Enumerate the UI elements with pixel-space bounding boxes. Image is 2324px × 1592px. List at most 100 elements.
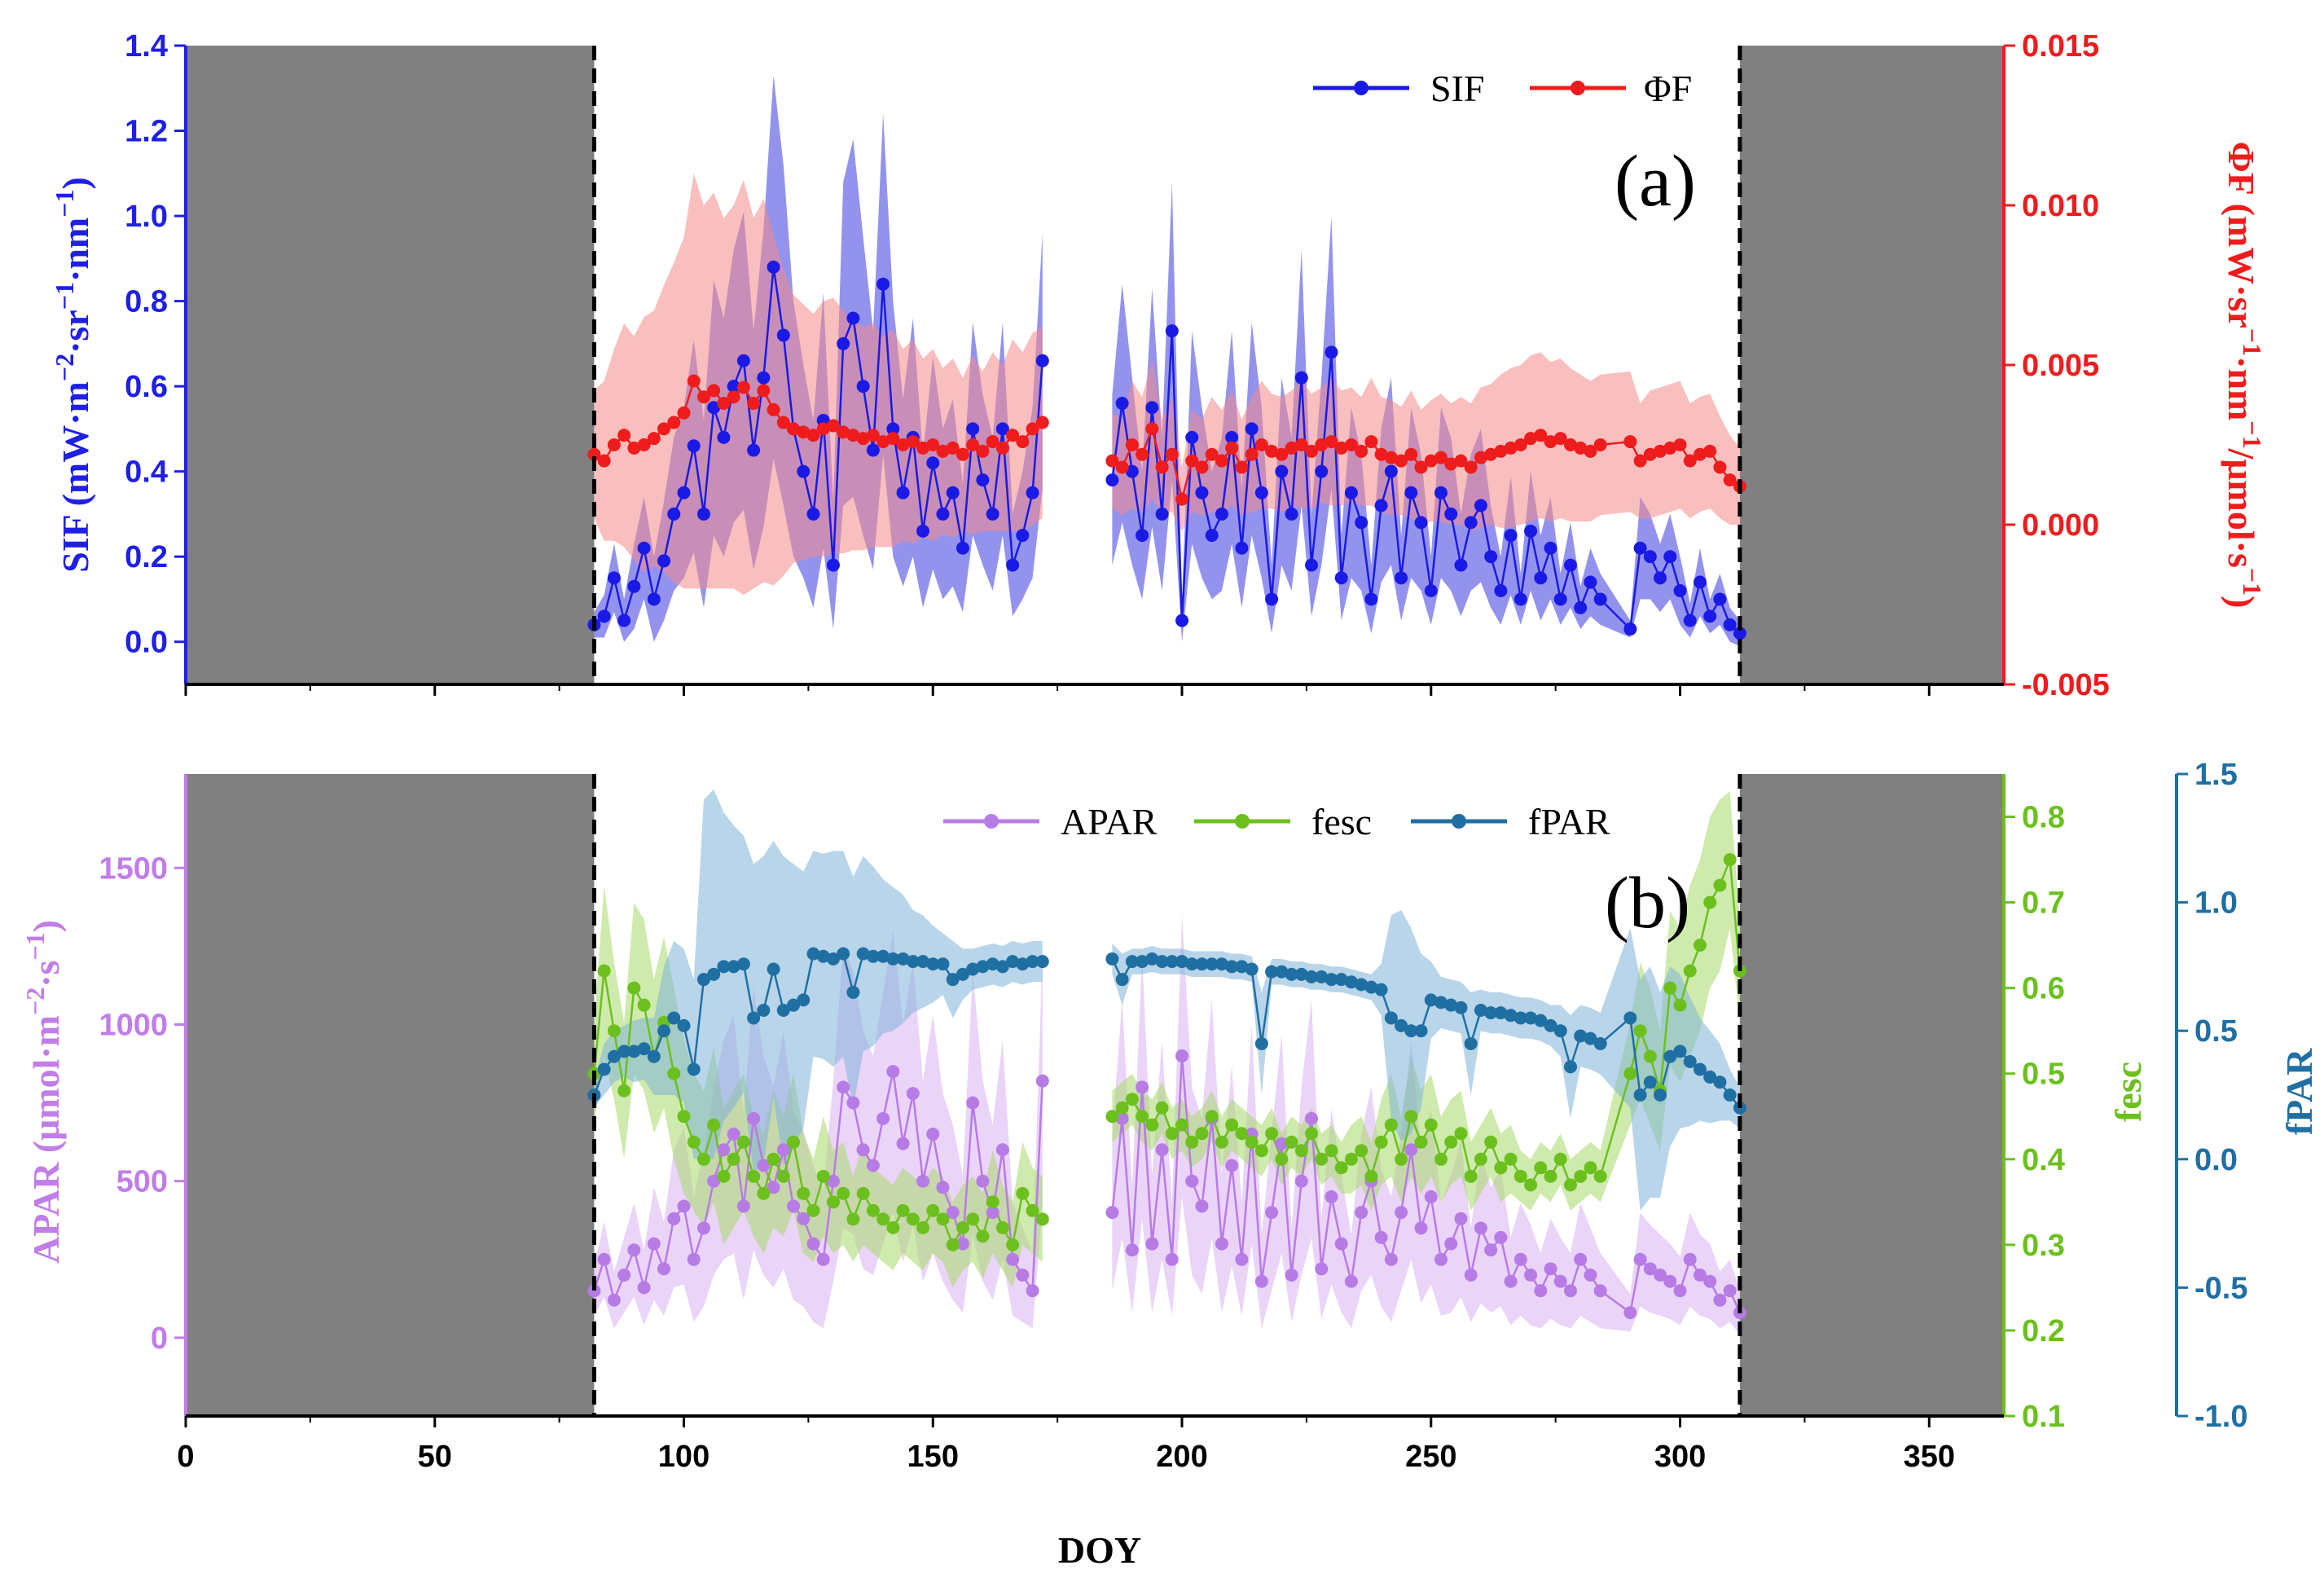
point-ΦF xyxy=(1294,438,1308,451)
point-APAR xyxy=(1254,1274,1268,1288)
point-ΦF xyxy=(657,422,671,436)
point-fesc xyxy=(1384,1118,1398,1132)
y-tick-label: 0.4 xyxy=(2022,1143,2065,1177)
point-fesc xyxy=(727,1152,740,1166)
point-fPAR xyxy=(1544,1018,1557,1032)
point-fPAR xyxy=(1484,1006,1498,1020)
panel-b-legend: APAR fesc fPAR xyxy=(943,801,1610,842)
point-fesc xyxy=(1713,878,1727,892)
point-SIF xyxy=(767,260,780,274)
point-SIF xyxy=(1225,430,1239,444)
panel-a-shaded-region-left xyxy=(186,46,595,684)
point-fesc xyxy=(627,981,641,995)
point-fesc xyxy=(1265,1127,1279,1141)
point-ΦF xyxy=(837,425,850,439)
point-fesc xyxy=(776,1169,790,1183)
point-SIF xyxy=(747,443,761,457)
point-SIF xyxy=(886,422,900,436)
point-APAR xyxy=(1285,1269,1298,1282)
point-fPAR xyxy=(1374,983,1388,996)
point-ΦF xyxy=(1305,444,1319,458)
point-APAR xyxy=(866,1159,880,1172)
point-SIF xyxy=(986,507,999,521)
point-APAR xyxy=(1424,1190,1438,1203)
point-SIF xyxy=(1325,345,1338,359)
point-fPAR xyxy=(1136,955,1149,969)
panel-b-left-ticks: 0 500 1000 1500 xyxy=(99,851,186,1356)
y-tick-label: -1.0 xyxy=(2194,1400,2247,1434)
point-APAR xyxy=(896,1137,910,1150)
legend-sif-label: SIF xyxy=(1430,68,1484,109)
point-ΦF xyxy=(667,416,681,429)
point-ΦF xyxy=(1593,438,1607,451)
point-ΦF xyxy=(1474,451,1487,464)
point-fPAR xyxy=(727,960,740,974)
legend-apar-marker xyxy=(984,814,999,829)
point-SIF xyxy=(1593,592,1607,606)
point-fPAR xyxy=(1723,1088,1737,1102)
point-ΦF xyxy=(717,397,731,411)
point-ΦF xyxy=(976,444,990,458)
point-fesc xyxy=(757,1186,771,1200)
point-fPAR xyxy=(1703,1070,1717,1084)
point-APAR xyxy=(1654,1269,1667,1282)
point-ΦF xyxy=(1563,438,1577,451)
point-ΦF xyxy=(866,429,880,442)
point-fesc xyxy=(1663,981,1677,995)
point-APAR xyxy=(1185,1174,1199,1188)
point-ΦF xyxy=(587,447,601,461)
point-fPAR xyxy=(1225,960,1239,974)
point-ΦF xyxy=(1633,454,1647,468)
point-SIF xyxy=(657,554,671,568)
point-APAR xyxy=(1125,1243,1139,1257)
point-SIF xyxy=(1733,627,1746,640)
point-ΦF xyxy=(946,441,960,455)
x-tick-label: 200 xyxy=(1156,1440,1207,1474)
point-APAR xyxy=(1384,1252,1398,1266)
point-fPAR xyxy=(866,949,880,963)
point-fPAR xyxy=(1524,1011,1538,1025)
y-tick-label: 0.0 xyxy=(125,626,168,660)
point-SIF xyxy=(1215,507,1228,521)
point-fesc xyxy=(767,1152,780,1166)
point-SIF xyxy=(936,507,950,521)
point-fesc xyxy=(1364,1169,1378,1183)
point-fesc xyxy=(866,1203,880,1217)
point-SIF xyxy=(797,464,811,478)
point-fPAR xyxy=(696,973,710,987)
point-SIF xyxy=(1623,622,1637,636)
point-APAR xyxy=(1593,1284,1607,1298)
point-SIF xyxy=(976,473,990,487)
point-fPAR xyxy=(1414,1024,1428,1038)
point-fesc xyxy=(876,1212,890,1226)
point-APAR xyxy=(647,1237,661,1251)
point-fesc xyxy=(1563,1178,1577,1192)
point-ΦF xyxy=(1494,444,1508,458)
point-APAR xyxy=(1683,1252,1697,1266)
point-ΦF xyxy=(1175,492,1189,506)
point-fPAR xyxy=(1553,1024,1567,1038)
point-APAR xyxy=(1145,1237,1159,1251)
panel-b-x-ticks: 0 50 100 150 200 250 300 350 xyxy=(177,1416,1955,1474)
point-SIF xyxy=(1454,558,1468,572)
point-SIF xyxy=(1305,558,1319,572)
point-ΦF xyxy=(1245,447,1259,461)
point-fPAR xyxy=(966,962,980,976)
point-APAR xyxy=(1265,1206,1279,1220)
point-fPAR xyxy=(637,1042,651,1056)
point-APAR xyxy=(986,1206,999,1220)
point-fesc xyxy=(1504,1152,1518,1166)
point-SIF xyxy=(1654,571,1667,585)
point-SIF xyxy=(1584,575,1597,589)
point-ΦF xyxy=(747,397,761,411)
point-fPAR xyxy=(797,993,811,1007)
point-SIF xyxy=(736,354,750,367)
point-ΦF xyxy=(1693,447,1707,461)
point-fesc xyxy=(1225,1118,1239,1132)
point-APAR xyxy=(797,1212,811,1225)
point-APAR xyxy=(687,1252,701,1266)
point-fPAR xyxy=(617,1044,631,1058)
point-APAR xyxy=(1723,1284,1737,1298)
point-fPAR xyxy=(896,952,910,965)
point-fesc xyxy=(1245,1135,1259,1149)
